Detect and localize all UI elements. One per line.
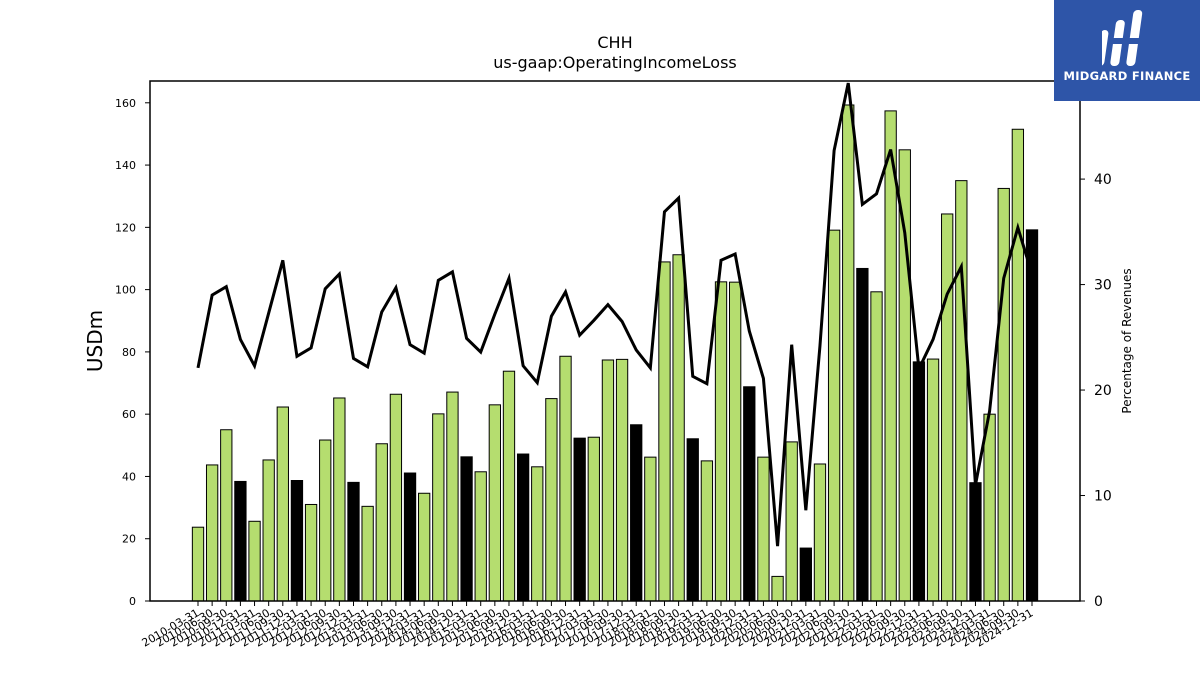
bar-2023-12-31	[969, 482, 982, 602]
bar-2019-06-30	[714, 281, 728, 602]
bar-2022-06-30	[884, 110, 897, 602]
bar-2010-12-31	[234, 480, 247, 602]
y2-tick-label: 10	[1094, 489, 1112, 505]
bar-2016-09-30	[559, 355, 572, 602]
bar-2016-06-30	[545, 398, 558, 602]
bar-2021-03-31	[813, 463, 827, 602]
bar-series	[191, 104, 1039, 602]
y2-tick-label: 0	[1094, 594, 1103, 610]
bar-2024-03-31	[983, 413, 996, 602]
bar-2022-03-31	[870, 291, 883, 602]
bar-2017-03-31	[587, 436, 600, 602]
bar-2020-06-30	[771, 575, 784, 602]
bar-2018-12-31	[686, 438, 699, 602]
bar-2024-06-30	[997, 187, 1010, 602]
y-tick-label: 60	[122, 408, 136, 421]
bar-2015-09-30	[502, 370, 516, 602]
y-tick-label: 160	[115, 97, 136, 110]
y2-axis-label: Percentage of Revenues	[1120, 268, 1134, 413]
bar-2010-06-30	[205, 464, 219, 602]
bar-2018-03-31	[644, 456, 657, 602]
chart-subtitle: us-gaap:OperatingIncomeLoss	[493, 53, 737, 72]
bar-2017-06-30	[601, 359, 615, 602]
y-tick-label: 100	[115, 284, 136, 297]
bar-2012-03-31	[304, 503, 318, 602]
logo-text: MIDGARD FINANCE	[1063, 69, 1191, 83]
bar-2010-09-30	[220, 429, 233, 602]
bar-2012-06-30	[319, 439, 332, 602]
bar-2021-09-30	[842, 104, 855, 602]
y-axis-label: USDm	[83, 310, 107, 372]
bar-2013-09-30	[389, 393, 403, 602]
bar-2011-06-30	[262, 459, 275, 602]
bar-2016-03-31	[531, 466, 544, 602]
bar-2015-12-31	[516, 453, 530, 602]
y-tick-label: 80	[122, 346, 136, 359]
bar-2024-12-31	[1025, 229, 1039, 602]
y-tick-label: 40	[122, 470, 136, 483]
y-tick-label: 20	[122, 533, 136, 546]
bar-2011-03-31	[248, 520, 261, 602]
bar-2014-12-31	[460, 456, 473, 602]
y-tick-label: 120	[115, 221, 136, 234]
bar-2021-12-31	[856, 267, 869, 602]
bar-2015-06-30	[488, 404, 502, 602]
bar-2016-12-31	[573, 437, 586, 602]
bar-2017-12-31	[630, 424, 643, 602]
y-axis-left: 0 20 40 60 80 100 120 140 160	[115, 97, 150, 608]
chart-title: CHH	[597, 33, 632, 52]
logo-mark-icon	[1102, 10, 1143, 66]
bar-2018-06-30	[658, 261, 671, 602]
bar-2020-12-31	[799, 547, 812, 602]
bar-2017-09-30	[615, 358, 629, 602]
bar-2013-12-31	[403, 472, 417, 602]
y-tick-label: 0	[129, 595, 136, 608]
brand-logo: MIDGARD FINANCE	[1054, 0, 1200, 101]
plot-frame	[149, 80, 1081, 602]
bar-2020-03-31	[757, 456, 770, 602]
bar-2014-09-30	[446, 391, 459, 602]
bar-2014-06-30	[432, 413, 445, 602]
y2-tick-label: 20	[1094, 383, 1112, 399]
x-axis: 2010-03-312010-06-302010-09-302010-12-31…	[140, 601, 1036, 650]
bar-2024-09-30	[1011, 128, 1025, 602]
bar-2022-12-31	[912, 361, 926, 602]
bar-2023-09-30	[955, 180, 968, 602]
bar-2019-12-31	[743, 386, 756, 602]
y2-tick-label: 30	[1094, 278, 1112, 294]
y-tick-label: 140	[115, 159, 136, 172]
bar-2023-06-30	[941, 213, 954, 602]
bar-2023-03-31	[926, 358, 940, 602]
bar-2014-03-31	[418, 492, 431, 602]
bar-2012-09-30	[333, 397, 346, 602]
y-axis-right: 0 10 20 30 40	[1080, 172, 1112, 610]
y2-tick-label: 40	[1094, 172, 1112, 188]
percentage-line	[196, 82, 1034, 547]
bar-2010-03-31	[191, 526, 205, 602]
bar-2019-09-30	[729, 281, 742, 602]
bar-2018-09-30	[672, 254, 685, 602]
bar-2019-03-31	[700, 460, 714, 602]
bar-2011-09-30	[276, 406, 289, 602]
bar-2021-06-30	[827, 229, 841, 602]
bar-2012-12-31	[347, 481, 360, 602]
bar-2011-12-31	[290, 480, 304, 602]
bar-2013-06-30	[375, 443, 388, 602]
bar-2015-03-31	[474, 471, 487, 602]
bar-2013-03-31	[361, 505, 374, 602]
bar-2020-09-30	[785, 441, 798, 602]
